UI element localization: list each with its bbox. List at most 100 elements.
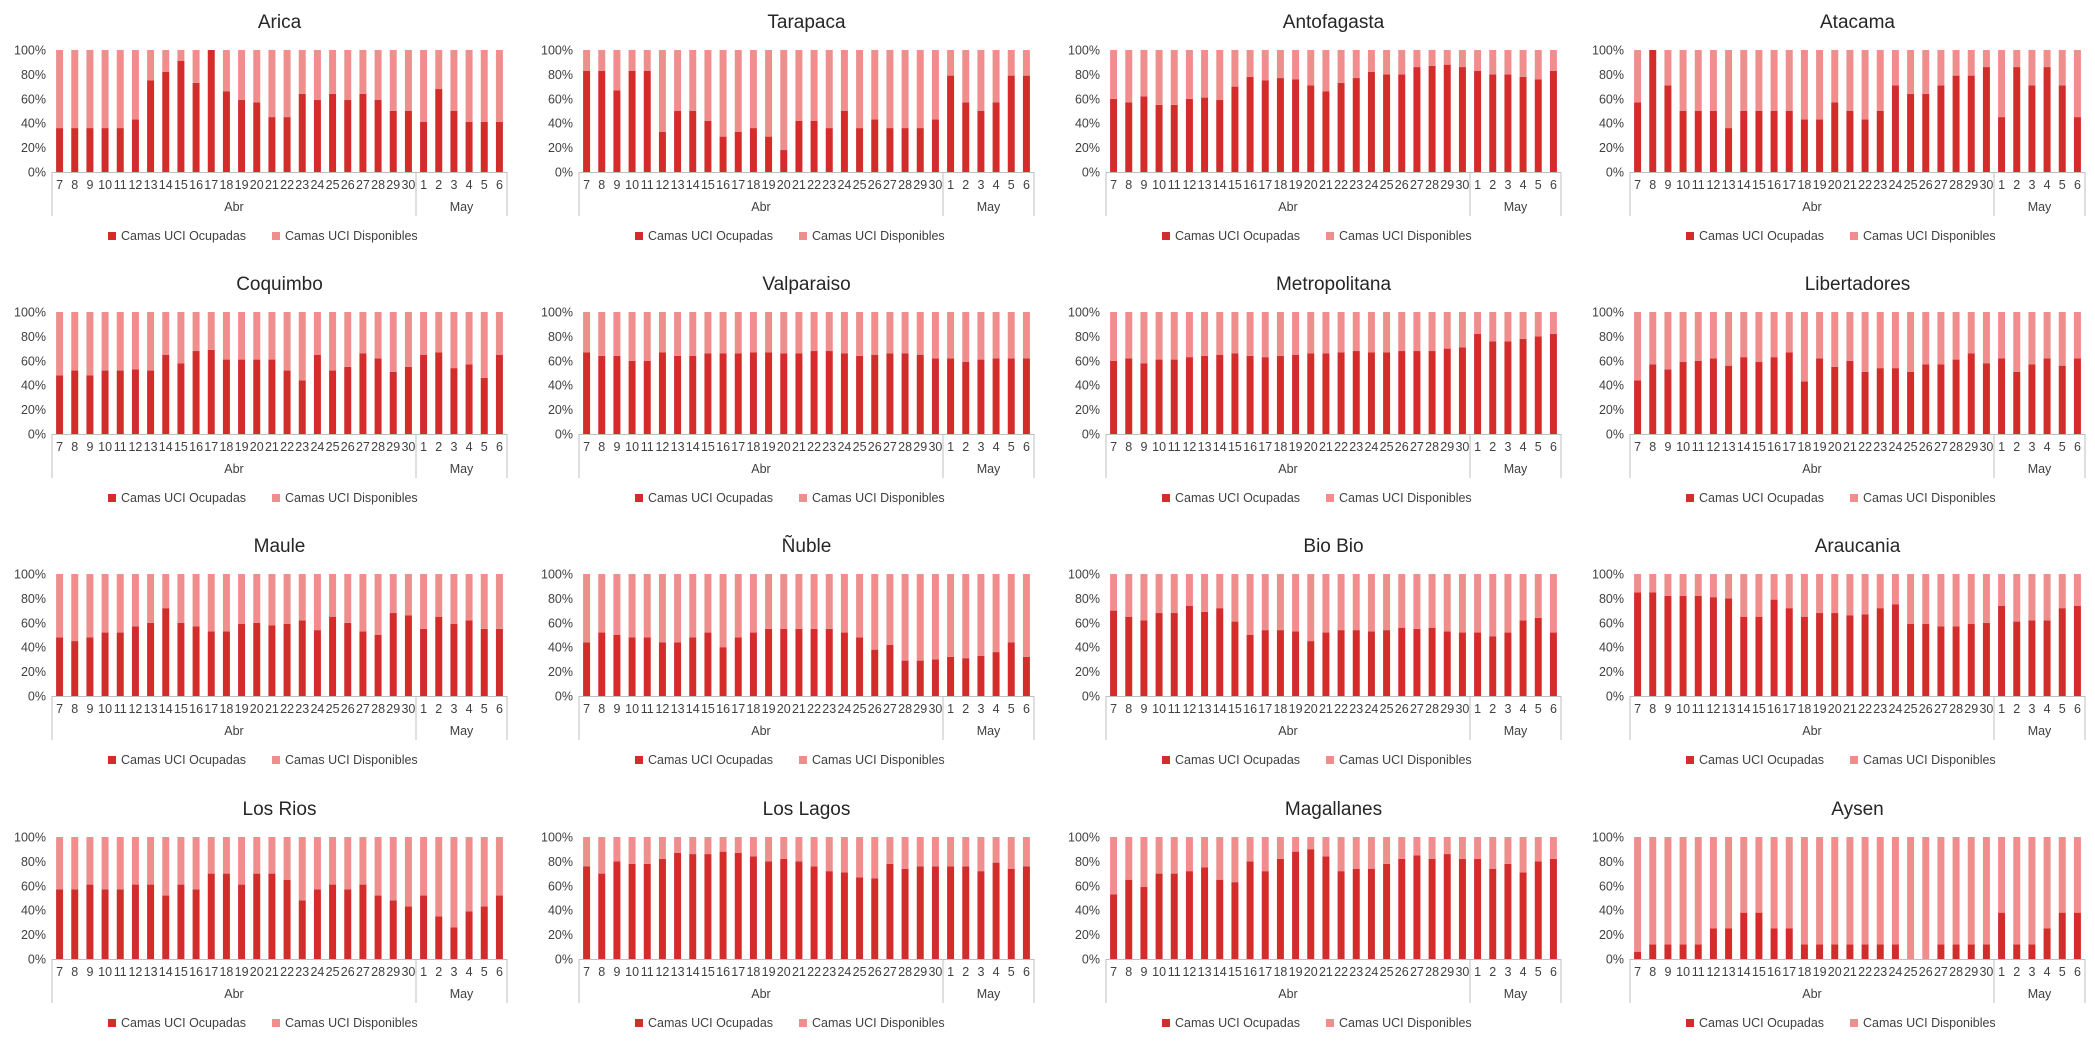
y-tick-label: 80% xyxy=(21,68,46,82)
bar-occupied xyxy=(1292,79,1300,172)
x-tick-label: 29 xyxy=(913,965,927,979)
bar-available xyxy=(901,574,909,661)
bar-occupied xyxy=(1413,351,1421,434)
y-tick-label: 0% xyxy=(555,166,573,180)
bar-occupied xyxy=(1307,85,1315,172)
x-tick-label: 30 xyxy=(928,965,942,979)
bar-available xyxy=(1216,312,1224,355)
x-tick-label: 16 xyxy=(1767,440,1781,454)
bar-occupied xyxy=(977,871,985,959)
bar-available xyxy=(1276,312,1284,356)
chart-title: Magallanes xyxy=(1285,799,1382,820)
bar-occupied xyxy=(1967,353,1975,434)
y-tick-label: 40% xyxy=(1599,904,1624,918)
legend-label-available: Camas UCI Disponibles xyxy=(1339,753,1472,767)
x-tick-label: 22 xyxy=(280,440,294,454)
x-tick-label: 5 xyxy=(2059,440,2066,454)
x-tick-label: 20 xyxy=(250,965,264,979)
bar-available xyxy=(1155,837,1163,874)
x-tick-label: 12 xyxy=(1182,702,1196,716)
bar-occupied xyxy=(374,635,382,696)
x-tick-label: 3 xyxy=(2028,440,2035,454)
x-tick-label: 16 xyxy=(1243,702,1257,716)
x-tick-label: 18 xyxy=(1797,440,1811,454)
bar-available xyxy=(689,50,697,111)
bar-occupied xyxy=(916,660,924,696)
bar-occupied xyxy=(56,128,64,172)
bar-available xyxy=(253,50,261,103)
bar-available xyxy=(253,837,261,874)
y-tick-label: 20% xyxy=(21,665,46,679)
bar-occupied xyxy=(658,352,666,434)
x-tick-label: 1 xyxy=(1474,965,1481,979)
x-tick-label: 14 xyxy=(1737,440,1751,454)
x-tick-label: 3 xyxy=(2028,702,2035,716)
x-tick-label: 7 xyxy=(1634,965,1641,979)
x-tick-label: 15 xyxy=(174,440,188,454)
bar-available xyxy=(1634,574,1642,593)
x-tick-label: 6 xyxy=(496,965,503,979)
legend-label-occupied: Camas UCI Ocupadas xyxy=(1699,229,1824,243)
x-tick-label: 27 xyxy=(356,702,370,716)
legend-swatch-available xyxy=(1326,756,1334,764)
x-tick-label: 26 xyxy=(1395,178,1409,192)
bar-occupied xyxy=(947,656,955,696)
bar-occupied xyxy=(1937,85,1945,172)
y-tick-label: 60% xyxy=(548,879,573,893)
x-tick-label: 12 xyxy=(1706,440,1720,454)
bar-available xyxy=(1952,574,1960,627)
x-tick-label: 24 xyxy=(1888,440,1902,454)
y-tick-label: 0% xyxy=(1606,166,1624,180)
x-tick-label: 15 xyxy=(701,178,715,192)
bar-occupied xyxy=(2058,85,2066,172)
chart-panel-arica: Arica 0% 20% 40% 60% 80% 100% 7 8 9 10 11 12 13 14 15 16… xyxy=(0,0,520,262)
x-tick-label: 26 xyxy=(868,702,882,716)
bar-available xyxy=(1679,312,1687,363)
legend-swatch-occupied xyxy=(1686,756,1694,764)
x-tick-label: 29 xyxy=(1964,178,1978,192)
y-tick-label: 100% xyxy=(541,831,573,845)
bar-available xyxy=(734,312,742,354)
x-tick-label: 30 xyxy=(1455,178,1469,192)
x-tick-label: 27 xyxy=(1410,965,1424,979)
bar-available xyxy=(1261,837,1269,872)
bar-occupied xyxy=(583,352,591,434)
bar-occupied xyxy=(1292,851,1300,959)
x-tick-label: 4 xyxy=(1520,702,1527,716)
x-tick-label: 19 xyxy=(1289,440,1303,454)
x-tick-label: 25 xyxy=(853,440,867,454)
x-tick-label: 20 xyxy=(1304,440,1318,454)
x-tick-label: 8 xyxy=(1125,440,1132,454)
bar-available xyxy=(298,312,306,381)
x-tick-label: 16 xyxy=(716,702,730,716)
legend-swatch-occupied xyxy=(635,232,643,240)
legend-swatch-available xyxy=(1850,494,1858,502)
x-tick-label: 6 xyxy=(1550,702,1557,716)
bar-occupied xyxy=(598,632,606,696)
chart-panel-maule: Maule 0% 20% 40% 60% 80% 100% 7 8 9 10 11 12 13 14 15 16… xyxy=(0,524,520,786)
x-tick-label: 28 xyxy=(1949,702,1963,716)
bar-available xyxy=(1413,312,1421,352)
bar-available xyxy=(1007,312,1015,359)
bar-available xyxy=(704,837,712,855)
bar-occupied xyxy=(1755,912,1763,959)
bar-occupied xyxy=(1549,70,1557,172)
x-tick-label: 10 xyxy=(625,702,639,716)
x-tick-label: 21 xyxy=(792,440,806,454)
bar-occupied xyxy=(719,647,727,696)
bar-occupied xyxy=(962,102,970,172)
x-tick-label: 29 xyxy=(386,702,400,716)
x-tick-label: 3 xyxy=(2028,178,2035,192)
x-tick-label: 25 xyxy=(853,178,867,192)
bar-available xyxy=(1982,50,1990,68)
bar-available xyxy=(1276,837,1284,859)
bar-available xyxy=(86,574,94,638)
bar-occupied xyxy=(1694,944,1702,959)
bar-occupied xyxy=(1474,858,1482,959)
x-tick-label: 15 xyxy=(701,965,715,979)
bar-occupied xyxy=(207,50,215,172)
bar-occupied xyxy=(734,637,742,696)
bar-occupied xyxy=(1519,872,1527,959)
